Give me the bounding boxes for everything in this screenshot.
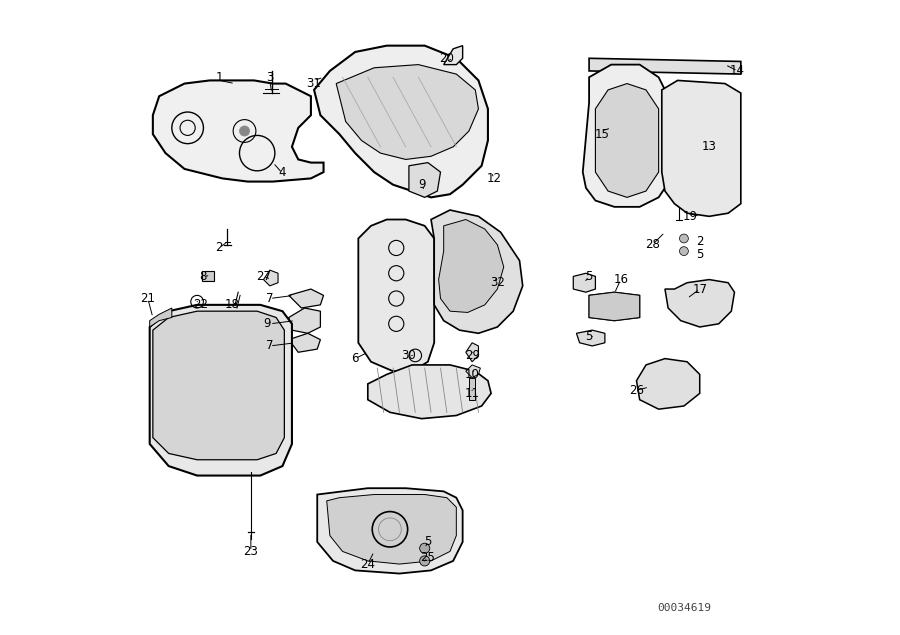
Polygon shape [573, 273, 596, 292]
Text: 7: 7 [266, 340, 274, 352]
Text: 5: 5 [585, 330, 593, 343]
Text: 28: 28 [645, 238, 660, 251]
Text: 5: 5 [696, 248, 704, 261]
Polygon shape [358, 220, 434, 371]
Polygon shape [438, 220, 504, 312]
Text: 9: 9 [418, 178, 426, 191]
Text: 6: 6 [351, 352, 359, 365]
Text: 30: 30 [401, 349, 417, 362]
Polygon shape [636, 359, 699, 409]
Polygon shape [317, 488, 463, 573]
Text: 10: 10 [464, 368, 480, 381]
Text: 16: 16 [613, 273, 628, 286]
Text: 29: 29 [464, 349, 480, 362]
Text: 32: 32 [490, 276, 505, 289]
Polygon shape [368, 365, 491, 418]
Text: 4: 4 [279, 166, 286, 178]
Text: 19: 19 [683, 210, 698, 223]
Text: 12: 12 [487, 172, 502, 185]
Polygon shape [409, 163, 440, 197]
Circle shape [680, 246, 688, 255]
Polygon shape [583, 65, 671, 207]
Text: 2: 2 [696, 235, 704, 248]
Polygon shape [590, 292, 640, 321]
Polygon shape [337, 65, 479, 159]
Text: 31: 31 [307, 77, 321, 90]
Text: 22: 22 [193, 298, 208, 311]
Text: 15: 15 [594, 128, 609, 141]
Bar [469, 378, 475, 399]
Polygon shape [153, 311, 284, 460]
Text: 25: 25 [420, 551, 436, 565]
Text: 18: 18 [224, 298, 239, 311]
Text: 1: 1 [215, 70, 223, 84]
Polygon shape [289, 289, 324, 308]
Polygon shape [590, 292, 640, 321]
Text: 11: 11 [464, 387, 480, 400]
Text: 21: 21 [140, 292, 156, 305]
Polygon shape [149, 308, 172, 327]
Text: 2: 2 [215, 241, 223, 255]
Circle shape [419, 543, 430, 553]
Text: 26: 26 [629, 384, 644, 397]
Text: 3: 3 [266, 70, 274, 84]
Polygon shape [149, 305, 292, 476]
Circle shape [680, 234, 688, 243]
Text: 24: 24 [360, 558, 375, 571]
FancyBboxPatch shape [202, 271, 214, 281]
Text: 17: 17 [692, 283, 707, 295]
Polygon shape [444, 46, 463, 65]
Polygon shape [314, 46, 488, 197]
Polygon shape [576, 330, 605, 346]
Text: 13: 13 [702, 140, 716, 153]
Polygon shape [466, 365, 481, 378]
Text: 7: 7 [266, 292, 274, 305]
Text: 8: 8 [200, 270, 207, 283]
Polygon shape [662, 81, 741, 217]
Polygon shape [327, 495, 456, 564]
Polygon shape [466, 343, 479, 362]
Text: 00034619: 00034619 [657, 603, 711, 613]
Text: 27: 27 [256, 270, 271, 283]
Polygon shape [289, 308, 320, 333]
Text: 5: 5 [424, 535, 432, 549]
Polygon shape [590, 58, 741, 74]
Polygon shape [665, 279, 734, 327]
Text: 23: 23 [243, 545, 258, 558]
Text: 5: 5 [585, 270, 593, 283]
Polygon shape [153, 81, 324, 182]
Circle shape [239, 126, 249, 136]
Text: 20: 20 [439, 52, 454, 65]
Polygon shape [596, 84, 659, 197]
Text: 14: 14 [730, 64, 745, 77]
Polygon shape [264, 270, 278, 286]
Polygon shape [289, 333, 320, 352]
Text: 9: 9 [263, 318, 270, 330]
Polygon shape [431, 210, 523, 333]
Circle shape [419, 556, 430, 566]
